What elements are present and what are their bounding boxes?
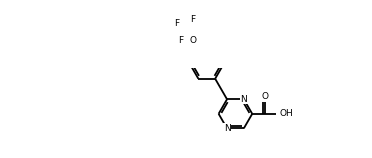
Text: F: F: [178, 36, 183, 45]
Text: O: O: [189, 36, 196, 45]
Text: OH: OH: [279, 109, 293, 118]
Text: F: F: [174, 19, 179, 28]
Text: N: N: [240, 95, 247, 104]
Text: N: N: [224, 124, 230, 133]
Text: O: O: [262, 92, 269, 101]
Text: F: F: [190, 15, 196, 24]
